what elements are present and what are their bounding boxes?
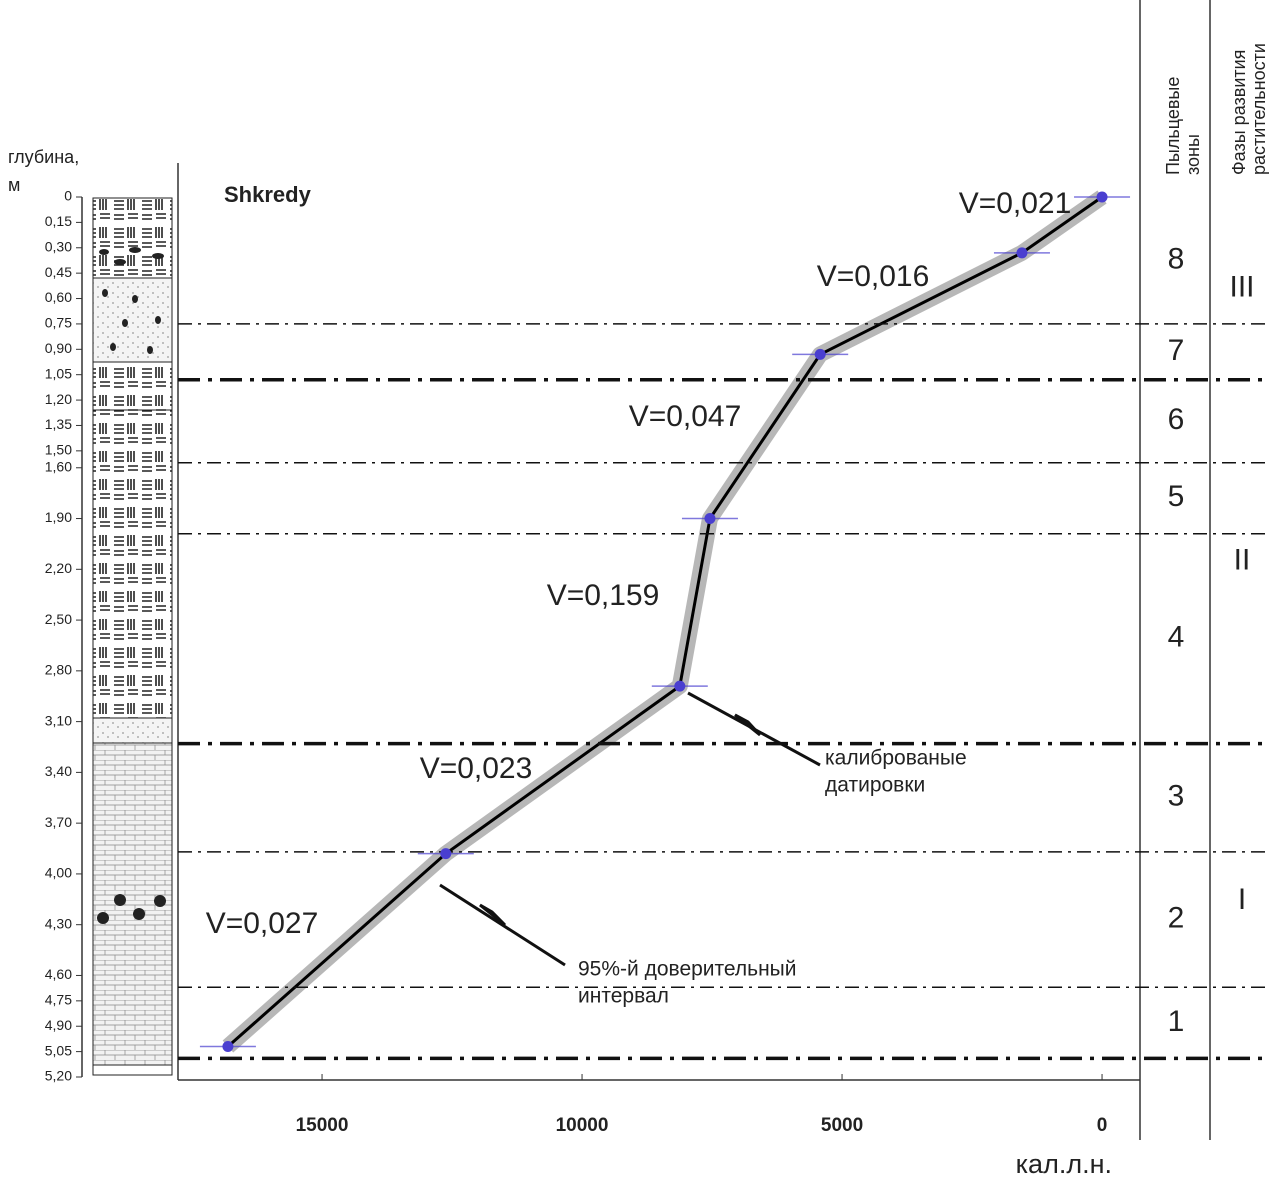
y-tick-label: 4,30 <box>45 915 72 931</box>
y-tick-label: 0,15 <box>45 213 72 229</box>
dated-sample <box>674 680 686 692</box>
zone-label: 8 <box>1168 242 1185 275</box>
accumulation-rate: V=0,159 <box>547 579 660 612</box>
zone-label: 1 <box>1168 1005 1185 1038</box>
y-tick-label: 0,45 <box>45 264 72 280</box>
y-tick-label: 4,00 <box>45 865 72 881</box>
y-tick-label: 1,90 <box>45 509 72 525</box>
y-tick-label: 1,05 <box>45 365 72 381</box>
y-axis-title: глубина, <box>8 147 79 167</box>
phases-title: Фазы развития <box>1229 50 1249 175</box>
zone-label: 5 <box>1168 480 1185 513</box>
y-tick-label: 4,90 <box>45 1017 72 1033</box>
phase-label: I <box>1238 883 1246 916</box>
chart-title: Shkredy <box>224 182 312 207</box>
x-tick-label: 0 <box>1097 1115 1108 1136</box>
zone-label: 2 <box>1168 902 1185 935</box>
y-tick-label: 3,40 <box>45 763 72 779</box>
y-tick-label: 2,20 <box>45 560 72 576</box>
lithology-column <box>92 197 173 1076</box>
zones-title: Пыльцевые <box>1163 77 1183 175</box>
x-tick-label: 10000 <box>556 1115 609 1136</box>
x-tick-label: 15000 <box>296 1115 349 1136</box>
y-tick-label: 1,60 <box>45 458 72 474</box>
y-tick-label: 5,20 <box>45 1068 72 1084</box>
y-tick-label: 0,60 <box>45 289 72 305</box>
accumulation-rate: V=0,023 <box>420 752 533 785</box>
zone-label: 3 <box>1168 780 1185 813</box>
dated-sample <box>222 1041 234 1053</box>
accumulation-rate: V=0,016 <box>817 260 930 293</box>
y-axis-title: м <box>8 175 20 195</box>
callout-arrows <box>439 691 821 967</box>
y-tick-label: 1,50 <box>45 442 72 458</box>
phases-title: растительности <box>1249 43 1269 175</box>
callout: датировки <box>825 774 925 797</box>
phase-label: III <box>1229 270 1254 303</box>
accumulation-rate: V=0,047 <box>629 400 742 433</box>
dated-sample <box>440 848 452 860</box>
y-tick-label: 1,35 <box>45 416 72 432</box>
dated-sample <box>704 513 716 525</box>
y-tick-label: 3,70 <box>45 814 72 830</box>
phase-label: II <box>1234 544 1251 577</box>
dated-sample <box>1096 191 1108 203</box>
y-tick-label: 5,05 <box>45 1042 72 1058</box>
y-tick-label: 1,20 <box>45 391 72 407</box>
accumulation-rate: V=0,027 <box>206 907 319 940</box>
y-tick-label: 3,10 <box>45 712 72 728</box>
callout: интервал <box>578 985 669 1008</box>
dated-sample <box>814 348 826 360</box>
y-tick-label: 0,30 <box>45 238 72 254</box>
accumulation-rate: V=0,021 <box>959 187 1072 220</box>
y-tick-label: 0,75 <box>45 315 72 331</box>
y-tick-label: 0 <box>64 188 72 204</box>
x-axis-title: кал.л.н. <box>1016 1149 1112 1179</box>
callout: 95%-й доверительный <box>578 958 797 981</box>
zone-label: 6 <box>1168 403 1185 436</box>
dated-sample <box>1016 247 1028 259</box>
callout: калиброваные <box>825 747 967 770</box>
y-tick-label: 4,60 <box>45 966 72 982</box>
y-tick-label: 2,80 <box>45 662 72 678</box>
frame <box>81 0 1211 1140</box>
y-tick-label: 4,75 <box>45 992 72 1008</box>
zones-title: зоны <box>1183 134 1203 175</box>
zone-label: 7 <box>1168 334 1185 367</box>
zone-label: 4 <box>1168 621 1185 654</box>
x-tick-label: 5000 <box>821 1115 863 1136</box>
y-tick-label: 0,90 <box>45 340 72 356</box>
y-tick-label: 2,50 <box>45 611 72 627</box>
